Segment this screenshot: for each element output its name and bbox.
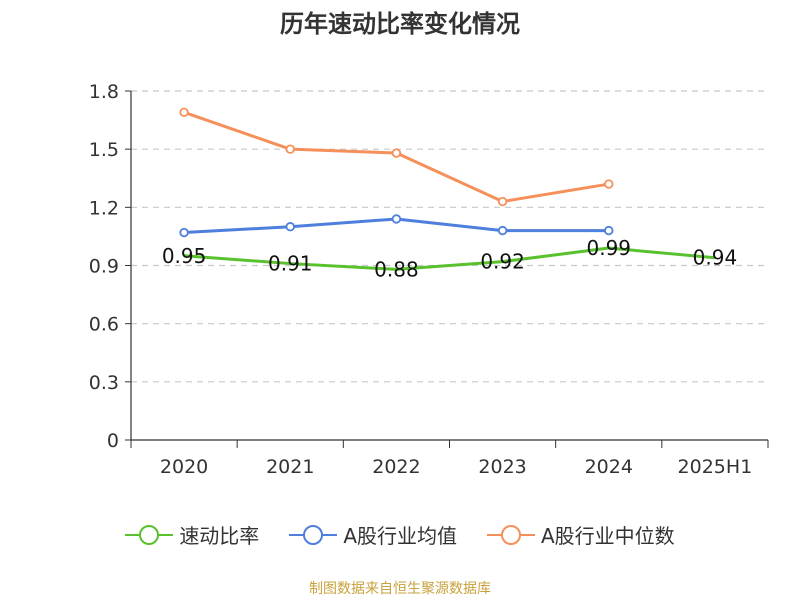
data-label: 0.92 [480, 250, 525, 274]
data-label: 0.91 [268, 252, 313, 276]
y-tick-label: 0 [107, 430, 119, 452]
legend: 速动比率 A股行业均值 A股行业中位数 [0, 520, 800, 549]
y-tick-label: 0.3 [89, 372, 119, 394]
data-label: 0.88 [374, 257, 419, 281]
data-point [391, 148, 402, 158]
legend-label-quick-ratio: 速动比率 [179, 524, 260, 548]
y-tick-label: 0.9 [89, 256, 119, 278]
x-tick-label: 2022 [372, 456, 420, 478]
data-point [604, 179, 614, 189]
data-point [179, 107, 189, 118]
x-tick-label: 2020 [160, 456, 208, 478]
legend-item-industry-mean[interactable]: A股行业均值 [289, 520, 457, 549]
data-label: 0.94 [693, 246, 738, 270]
x-tick-label: 2025H1 [678, 456, 753, 478]
data-point [497, 225, 508, 236]
grid-lines [131, 90, 768, 383]
legend-label-industry-mean: A股行业均值 [343, 524, 457, 548]
y-tick-label: 1.5 [89, 139, 119, 161]
legend-item-quick-ratio[interactable]: 速动比率 [125, 520, 259, 549]
chart-title: 历年速动比率变化情况 [280, 10, 520, 38]
legend-marker-quick-ratio [125, 524, 174, 545]
y-tick-label: 0.6 [89, 314, 119, 336]
legend-label-industry-median: A股行业中位数 [541, 524, 675, 548]
data-point [285, 222, 295, 232]
legend-marker-industry-median [487, 524, 535, 545]
data-point [604, 225, 614, 236]
data-point [179, 227, 189, 238]
data-point [391, 214, 402, 224]
y-tick-label: 1.8 [89, 81, 119, 103]
legend-item-industry-median[interactable]: A股行业中位数 [487, 520, 675, 549]
data-label: 0.99 [586, 236, 631, 260]
series-lines [179, 107, 716, 271]
legend-marker-industry-mean [289, 524, 338, 545]
x-tick-label: 2021 [266, 456, 314, 478]
series-line-0 [183, 246, 716, 271]
x-tick-label: 2023 [478, 456, 526, 478]
data-labels: 0.95 0.91 0.88 0.92 0.99 0.94 [162, 236, 737, 281]
source-note: 制图数据来自恒生聚源数据库 [309, 581, 491, 597]
data-label: 0.95 [162, 244, 207, 268]
data-point [285, 144, 295, 154]
x-tick-label: 2024 [585, 456, 633, 478]
y-tick-label: 1.2 [89, 197, 119, 219]
data-point [497, 196, 508, 207]
axes: 0 0.3 0.6 0.9 1.2 1.5 1.8 2020 2021 2022 2023 2024 2… [89, 81, 769, 478]
